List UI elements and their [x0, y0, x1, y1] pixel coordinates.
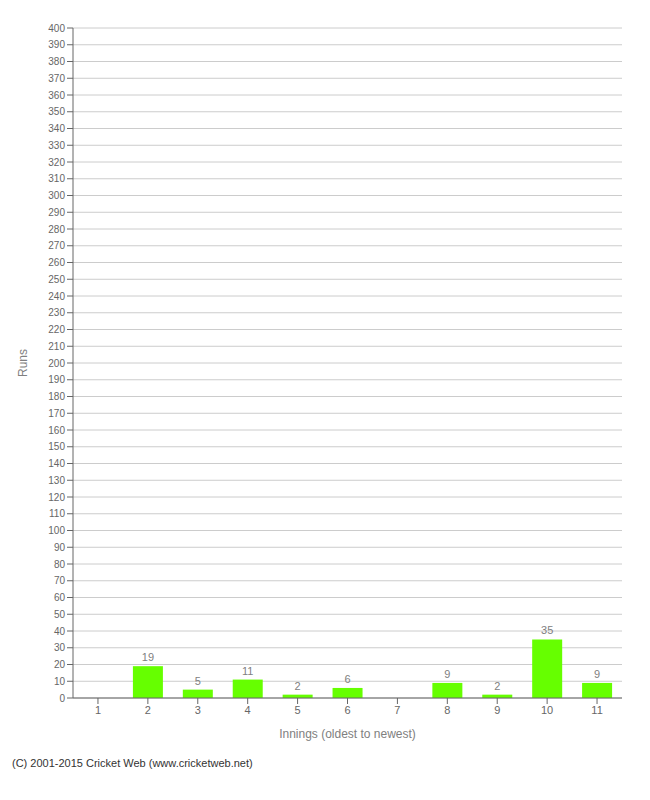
svg-text:290: 290 [48, 207, 65, 218]
svg-text:180: 180 [48, 391, 65, 402]
svg-text:160: 160 [48, 425, 65, 436]
svg-text:60: 60 [54, 592, 66, 603]
svg-text:310: 310 [48, 173, 65, 184]
svg-text:360: 360 [48, 90, 65, 101]
svg-text:9: 9 [494, 704, 500, 716]
svg-text:230: 230 [48, 307, 65, 318]
svg-text:240: 240 [48, 291, 65, 302]
svg-text:260: 260 [48, 257, 65, 268]
svg-text:9: 9 [444, 668, 450, 680]
svg-text:330: 330 [48, 140, 65, 151]
svg-text:50: 50 [54, 609, 66, 620]
svg-text:5: 5 [295, 704, 301, 716]
svg-text:250: 250 [48, 274, 65, 285]
svg-text:100: 100 [48, 525, 65, 536]
svg-text:90: 90 [54, 542, 66, 553]
svg-text:35: 35 [541, 624, 553, 636]
svg-text:380: 380 [48, 56, 65, 67]
svg-text:220: 220 [48, 324, 65, 335]
svg-text:2: 2 [295, 680, 301, 692]
svg-text:8: 8 [444, 704, 450, 716]
svg-text:2: 2 [494, 680, 500, 692]
svg-text:150: 150 [48, 441, 65, 452]
svg-text:Innings (oldest to newest): Innings (oldest to newest) [279, 727, 416, 741]
svg-text:270: 270 [48, 240, 65, 251]
svg-text:9: 9 [594, 668, 600, 680]
svg-text:120: 120 [48, 492, 65, 503]
svg-text:0: 0 [59, 693, 65, 704]
svg-text:20: 20 [54, 659, 66, 670]
svg-text:7: 7 [394, 704, 400, 716]
svg-text:130: 130 [48, 475, 65, 486]
svg-text:370: 370 [48, 73, 65, 84]
html-text:(C) 2001-2015 Cricket Web (www: (C) 2001-2015 Cricket Web (www.cricketwe… [12, 757, 253, 769]
svg-text:4: 4 [245, 704, 251, 716]
svg-text:400: 400 [48, 23, 65, 34]
svg-text:390: 390 [48, 39, 65, 50]
svg-text:80: 80 [54, 559, 66, 570]
svg-text:200: 200 [48, 358, 65, 369]
svg-text:1: 1 [95, 704, 101, 716]
svg-text:11: 11 [242, 665, 253, 677]
svg-text:19: 19 [142, 651, 154, 663]
svg-text:170: 170 [48, 408, 65, 419]
svg-text:280: 280 [48, 224, 65, 235]
svg-text:320: 320 [48, 157, 65, 168]
svg-text:30: 30 [54, 642, 66, 653]
svg-text:Runs: Runs [16, 349, 30, 377]
svg-text:300: 300 [48, 190, 65, 201]
svg-text:140: 140 [48, 458, 65, 469]
svg-text:210: 210 [48, 341, 65, 352]
svg-text:2: 2 [145, 704, 151, 716]
svg-text:11: 11 [591, 704, 602, 716]
svg-text:190: 190 [48, 374, 65, 385]
svg-text:70: 70 [54, 575, 66, 586]
svg-text:340: 340 [48, 123, 65, 134]
svg-text:10: 10 [541, 704, 553, 716]
svg-text:3: 3 [195, 704, 201, 716]
svg-text:6: 6 [344, 673, 350, 685]
svg-text:5: 5 [195, 675, 201, 687]
svg-text:6: 6 [344, 704, 350, 716]
svg-text:40: 40 [54, 626, 66, 637]
svg-text:350: 350 [48, 106, 65, 117]
svg-text:10: 10 [54, 676, 66, 687]
svg-text:110: 110 [49, 508, 65, 519]
